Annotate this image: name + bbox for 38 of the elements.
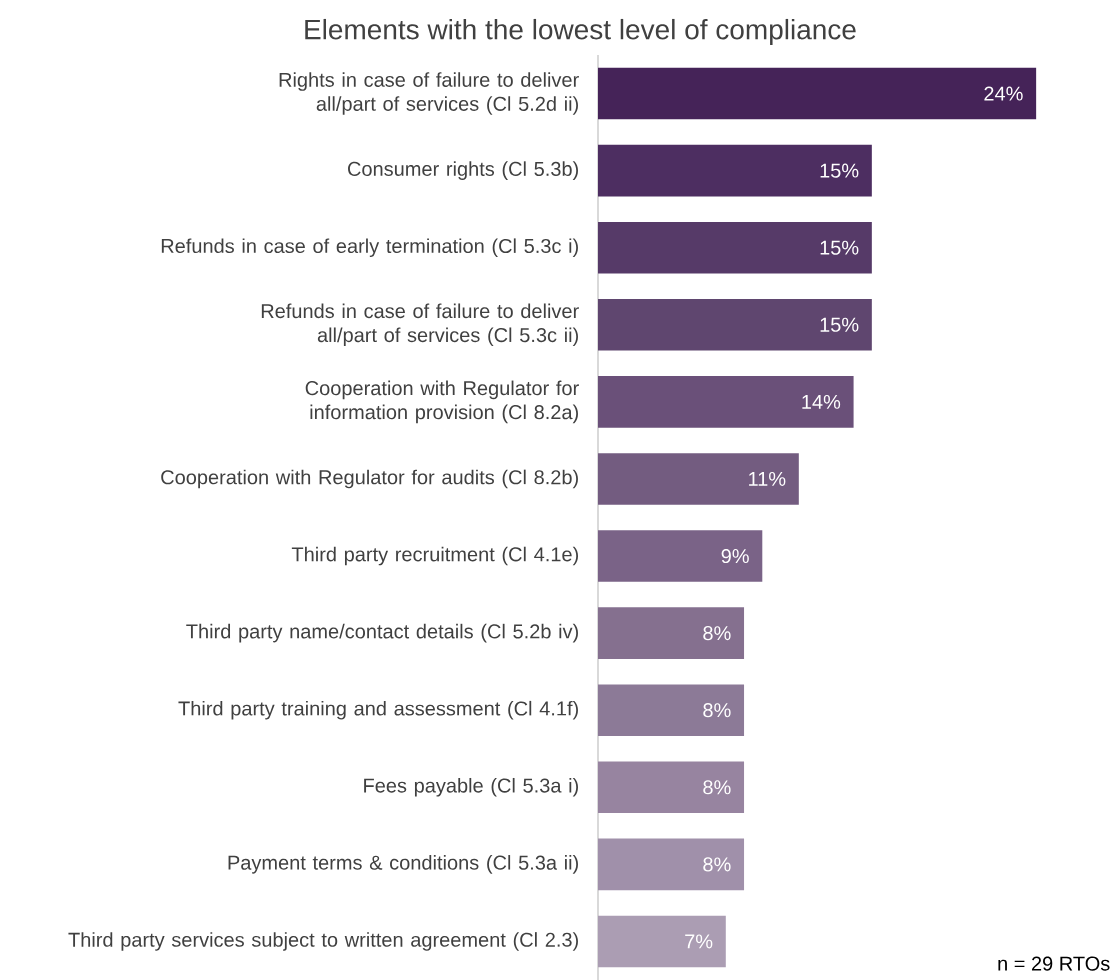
- y-tick-label: Fees payable (Cl 5.3a i): [364, 777, 578, 797]
- data-label: 8%: [703, 626, 731, 641]
- data-label: 11%: [749, 471, 786, 486]
- annotation: n = 29 RTOs: [998, 956, 1110, 971]
- bar: [598, 453, 799, 505]
- y-tick-label: Payment terms & conditions (Cl 5.3a ii): [228, 855, 578, 874]
- chart-title: Elements with the lowest level of compliance: [305, 18, 856, 46]
- bar: [598, 530, 763, 582]
- data-label: 9%: [721, 548, 749, 564]
- data-label: 8%: [703, 703, 731, 718]
- y-tick-label: Third party name/contact details (Cl 5.2b iv): [186, 623, 578, 643]
- y-tick-label: Third party services subject to written agreement (Cl 2.3): [68, 932, 578, 951]
- bar: [598, 144, 872, 197]
- y-tick-label: Refunds in case of early termination (Cl 5.3c i): [161, 238, 578, 258]
- y-tick-label: Consumer rights (Cl 5.3b): [348, 161, 578, 180]
- y-tick-label: Rights in case of failure to deliver all/part of services (Cl 5.2d ii): [279, 72, 579, 115]
- y-tick-label: Cooperation with Regulator for information provision (Cl 8.2a): [305, 380, 579, 424]
- y-tick-label: Cooperation with Regulator for audits (Cl 8.2b): [161, 469, 578, 489]
- bar: [598, 607, 745, 659]
- data-label: 15%: [820, 163, 859, 178]
- data-label: 15%: [820, 317, 859, 332]
- data-label: 15%: [820, 240, 859, 255]
- bar: [598, 67, 1037, 120]
- y-tick-label: Refunds in case of failure to deliver all/part of services (Cl 5.3c ii): [261, 303, 579, 347]
- bar: [598, 221, 872, 274]
- bar: [598, 915, 726, 968]
- bar: [598, 838, 745, 891]
- data-label: 8%: [703, 780, 731, 795]
- y-tick-label: Third party training and assessment (Cl 4.1f): [178, 700, 578, 720]
- data-label: 8%: [703, 857, 731, 872]
- bar: [598, 684, 745, 737]
- y-tick-label: Third party recruitment (Cl 4.1e): [291, 546, 579, 566]
- data-label: 14%: [802, 394, 841, 409]
- data-label: 7%: [685, 934, 713, 949]
- bar: [598, 298, 872, 351]
- bar: [598, 761, 745, 814]
- data-label: 24%: [984, 86, 1023, 101]
- bar: [598, 376, 854, 428]
